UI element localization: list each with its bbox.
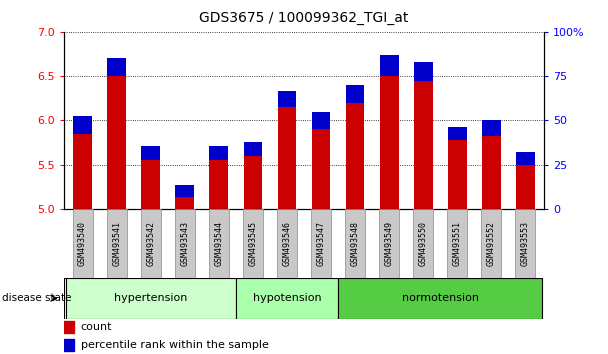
Bar — [278, 91, 296, 107]
Bar — [516, 165, 535, 209]
Bar — [380, 55, 398, 76]
Bar — [141, 146, 160, 160]
Bar — [72, 209, 92, 278]
Text: disease state: disease state — [2, 293, 71, 303]
Text: GSM493549: GSM493549 — [385, 221, 393, 266]
Bar — [413, 209, 434, 278]
Bar — [311, 209, 331, 278]
Bar — [277, 209, 297, 278]
Text: GSM493553: GSM493553 — [521, 221, 530, 266]
Bar — [414, 81, 433, 209]
Text: GSM493541: GSM493541 — [112, 221, 121, 266]
Bar — [346, 85, 364, 103]
Text: hypotension: hypotension — [253, 293, 321, 303]
Bar — [244, 142, 262, 156]
Bar — [516, 209, 536, 278]
Bar — [312, 129, 330, 209]
Text: GDS3675 / 100099362_TGI_at: GDS3675 / 100099362_TGI_at — [199, 11, 409, 25]
Bar — [243, 209, 263, 278]
Text: GSM493550: GSM493550 — [419, 221, 428, 266]
Text: GSM493544: GSM493544 — [215, 221, 223, 266]
Bar — [64, 321, 74, 333]
Bar — [73, 116, 92, 133]
Text: GSM493543: GSM493543 — [180, 221, 189, 266]
Bar — [448, 140, 467, 209]
Bar — [447, 209, 468, 278]
Bar — [414, 62, 433, 81]
Text: count: count — [81, 322, 112, 332]
Bar — [312, 112, 330, 129]
Text: GSM493552: GSM493552 — [487, 221, 496, 266]
Bar — [140, 209, 161, 278]
Bar — [379, 209, 399, 278]
Text: GSM493540: GSM493540 — [78, 221, 87, 266]
Text: GSM493551: GSM493551 — [453, 221, 462, 266]
Bar — [64, 339, 74, 351]
Bar — [482, 136, 501, 209]
Bar — [482, 209, 502, 278]
Bar — [73, 134, 92, 209]
Bar — [244, 156, 262, 209]
Bar — [107, 58, 126, 76]
Bar — [141, 160, 160, 209]
Text: GSM493545: GSM493545 — [249, 221, 257, 266]
Bar — [66, 278, 236, 319]
Bar — [175, 198, 194, 209]
Bar — [448, 127, 467, 140]
Bar — [345, 209, 365, 278]
Text: GSM493548: GSM493548 — [351, 221, 359, 266]
Bar — [278, 107, 296, 209]
Bar — [346, 103, 364, 209]
Bar — [107, 76, 126, 209]
Text: GSM493542: GSM493542 — [146, 221, 155, 266]
Bar — [174, 209, 195, 278]
Bar — [210, 146, 228, 160]
Bar — [482, 120, 501, 136]
Text: normotension: normotension — [402, 293, 478, 303]
Bar — [175, 185, 194, 198]
Text: GSM493546: GSM493546 — [283, 221, 291, 266]
Text: GSM493547: GSM493547 — [317, 221, 325, 266]
Bar — [106, 209, 126, 278]
Text: percentile rank within the sample: percentile rank within the sample — [81, 340, 269, 350]
Bar — [380, 76, 398, 209]
Bar — [210, 160, 228, 209]
Bar — [338, 278, 542, 319]
Bar — [209, 209, 229, 278]
Text: hypertension: hypertension — [114, 293, 187, 303]
Bar — [516, 152, 535, 165]
Bar — [236, 278, 338, 319]
